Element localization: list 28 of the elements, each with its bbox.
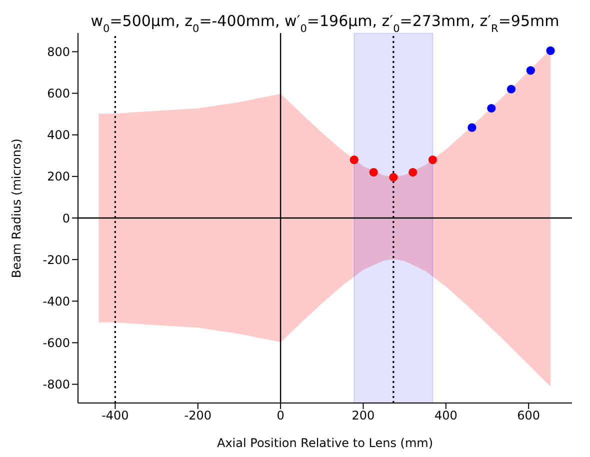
point: [428, 156, 437, 164]
y-tick-label: 200: [47, 170, 70, 184]
y-axis-title: Beam Radius (microns): [9, 138, 24, 278]
point: [389, 172, 398, 182]
y-tick-label: -600: [42, 336, 70, 350]
point: [526, 66, 535, 75]
y-tick-label: 600: [47, 86, 70, 101]
point: [408, 168, 418, 177]
y-tick-label: -800: [42, 378, 70, 392]
y-tick-label: -400: [42, 294, 70, 308]
x-tick-label: -200: [184, 408, 212, 423]
point: [487, 104, 496, 113]
point: [546, 46, 555, 55]
point: [468, 123, 476, 132]
chart-title: w$_{0}$=500µm, z$_{0}$=-400mm, w′$_{0}$=196µm, z′$_{0}$=273mm, z′$_{R}$=95mm: [90, 12, 560, 35]
x-axis-title: Axial Position Relative to Lens (mm): [216, 436, 434, 450]
point: [350, 156, 358, 164]
y-tick-label: 400: [47, 128, 70, 142]
point: [369, 168, 378, 177]
y-tick-label: -200: [42, 252, 70, 267]
x-tick-label: 200: [352, 408, 375, 423]
y-tick-label: 0: [62, 211, 70, 226]
x-tick-label: 0: [276, 408, 284, 423]
x-tick-label: 400: [434, 408, 458, 423]
y-tick-label: 800: [47, 44, 70, 59]
point: [506, 84, 516, 94]
x-tick-label: -400: [102, 408, 129, 423]
x-tick-label: 600: [517, 408, 540, 423]
